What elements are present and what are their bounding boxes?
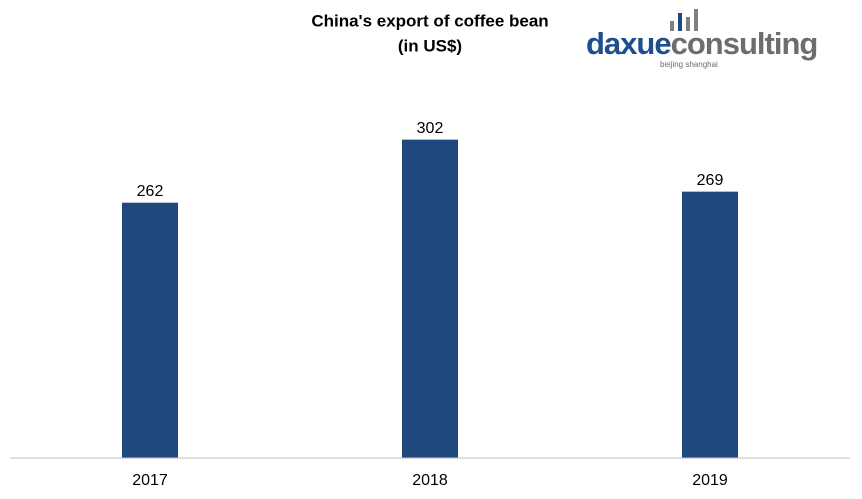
logo-icon: [686, 17, 690, 31]
chart-subtitle: (in US$): [398, 36, 462, 55]
chart-title: China's export of coffee bean: [311, 11, 548, 30]
bar: [402, 139, 458, 458]
logo-icon: [670, 21, 674, 31]
logo-icon: [694, 9, 698, 31]
logo-tagline: beijing shanghai: [660, 60, 718, 69]
logo-icon: [678, 13, 682, 31]
x-tick-label: 2017: [132, 472, 168, 489]
bar: [682, 191, 738, 458]
data-label: 269: [697, 172, 724, 189]
data-label: 262: [137, 183, 164, 200]
x-tick-label: 2019: [692, 472, 728, 489]
logo: daxueconsulting beijing shanghai: [586, 9, 818, 69]
x-tick-label: 2018: [412, 472, 448, 489]
bar: [122, 202, 178, 458]
logo-text: daxueconsulting: [586, 26, 817, 61]
logo-brand: daxue: [586, 26, 671, 61]
logo-brand: consulting: [671, 26, 818, 61]
data-label: 302: [417, 120, 444, 137]
